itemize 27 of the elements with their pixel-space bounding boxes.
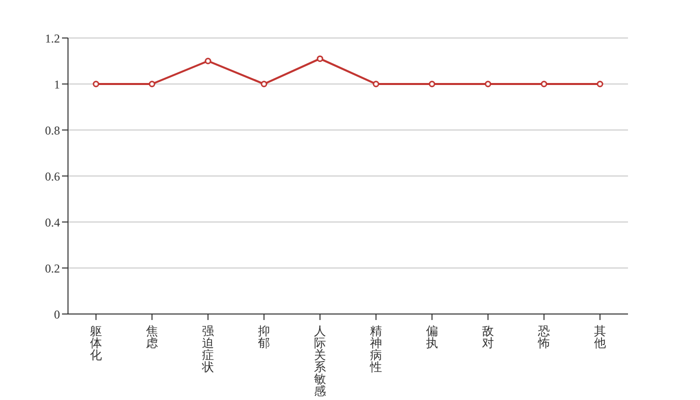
- x-tick-label: 其他: [594, 324, 606, 350]
- x-tick-label: 恐怖: [537, 324, 550, 350]
- point: [316, 55, 324, 62]
- x-tick-label: 强迫症状: [201, 324, 214, 374]
- point: [204, 58, 212, 64]
- x-tick-label: 抑郁: [258, 324, 270, 350]
- x-tick-label: 躯体化: [90, 324, 102, 362]
- point: [260, 80, 268, 88]
- y-tick-label: 0.8: [45, 123, 60, 138]
- y-tick-label: 0.4: [45, 215, 60, 230]
- x-tick-label: 偏执: [426, 324, 438, 350]
- x-tick-label: 精神病性: [369, 324, 382, 374]
- y-tick-label: 0: [54, 307, 60, 322]
- point: [92, 80, 100, 88]
- y-tick-label: 0.6: [45, 169, 60, 184]
- point: [372, 80, 380, 88]
- x-tick-label: 焦虑: [146, 324, 158, 350]
- x-tick-label: 敌对: [482, 324, 494, 350]
- point: [596, 80, 604, 88]
- y-tick-label: 1: [54, 77, 60, 92]
- x-tick-label: 人际关系敏感: [314, 324, 326, 398]
- y-tick-label: 0.2: [45, 261, 60, 276]
- point: [428, 80, 436, 88]
- point: [540, 80, 548, 88]
- point: [148, 80, 156, 88]
- y-tick-label: 1.2: [45, 31, 60, 46]
- point: [484, 80, 492, 88]
